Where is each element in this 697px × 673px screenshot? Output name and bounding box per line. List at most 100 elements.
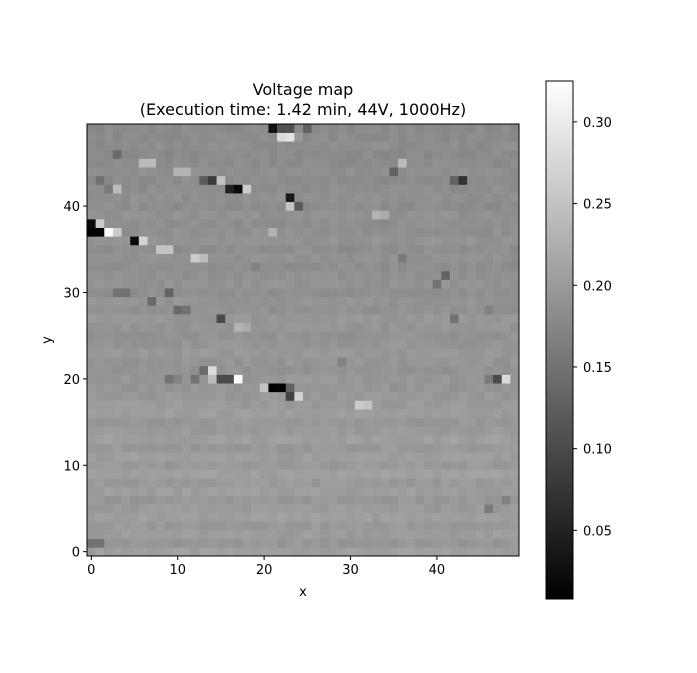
heatmap-cell: [199, 253, 209, 263]
heatmap-cell: [164, 538, 174, 548]
heatmap-cell: [242, 132, 252, 142]
heatmap-cell: [311, 210, 321, 220]
heatmap-cell: [216, 400, 226, 410]
heatmap-cell: [251, 253, 261, 263]
heatmap-cell: [285, 296, 295, 306]
heatmap-cell: [121, 184, 131, 194]
heatmap-cell: [354, 314, 364, 324]
heatmap-cell: [207, 400, 217, 410]
heatmap-cell: [156, 219, 166, 228]
heatmap-cell: [354, 193, 364, 203]
heatmap-cell: [458, 149, 468, 159]
heatmap-cell: [112, 167, 122, 177]
heatmap-cell: [164, 365, 174, 375]
heatmap-cell: [510, 296, 520, 306]
heatmap-cell: [510, 495, 520, 505]
heatmap-cell: [190, 357, 200, 367]
heatmap-cell: [190, 400, 200, 410]
heatmap-cell: [328, 383, 338, 393]
heatmap-cell: [251, 538, 261, 548]
heatmap-cell: [415, 124, 425, 133]
heatmap-cell: [259, 314, 269, 324]
heatmap-cell: [268, 314, 278, 324]
heatmap-cell: [311, 452, 321, 462]
heatmap-cell: [380, 547, 390, 557]
heatmap-cell: [277, 158, 287, 168]
heatmap-cell: [432, 270, 442, 280]
heatmap-cell: [251, 443, 261, 453]
heatmap-cell: [156, 547, 166, 557]
heatmap-cell: [216, 443, 226, 453]
heatmap-cell: [484, 409, 494, 419]
heatmap-cell: [182, 288, 191, 298]
heatmap-cell: [251, 340, 261, 349]
heatmap-cell: [380, 253, 390, 263]
heatmap-cell: [104, 435, 114, 444]
heatmap-cell: [95, 158, 105, 168]
heatmap-cell: [398, 244, 407, 254]
heatmap-cell: [346, 435, 356, 444]
heatmap-cell: [449, 124, 459, 133]
heatmap-cell: [225, 391, 235, 401]
heatmap-cell: [510, 486, 520, 496]
heatmap-cell: [147, 167, 157, 177]
heatmap-cell: [458, 288, 468, 298]
heatmap-cell: [389, 530, 399, 540]
heatmap-cell: [294, 417, 304, 427]
heatmap-cell: [207, 365, 217, 375]
heatmap-cell: [207, 331, 217, 341]
heatmap-cell: [320, 538, 330, 548]
heatmap-cell: [216, 340, 226, 349]
heatmap-cell: [294, 512, 304, 522]
heatmap-cell: [182, 452, 191, 462]
heatmap-cell: [449, 383, 459, 393]
heatmap-cell: [389, 460, 399, 470]
heatmap-cell: [398, 486, 407, 496]
heatmap-cell: [320, 219, 330, 228]
heatmap-cell: [225, 158, 235, 168]
heatmap-cell: [207, 296, 217, 306]
heatmap-cell: [328, 184, 338, 194]
heatmap-cell: [268, 193, 278, 203]
heatmap-cell: [173, 435, 183, 444]
heatmap-cell: [130, 279, 140, 289]
heatmap-cell: [207, 227, 217, 237]
heatmap-cell: [406, 141, 416, 151]
heatmap-cell: [233, 460, 243, 470]
heatmap-cell: [233, 132, 243, 142]
heatmap-cell: [501, 184, 511, 194]
heatmap-cell: [207, 167, 217, 177]
heatmap-cell: [112, 331, 122, 341]
heatmap-cell: [190, 460, 200, 470]
heatmap-cell: [372, 357, 382, 367]
heatmap-cell: [277, 521, 287, 531]
heatmap-cell: [484, 435, 494, 444]
heatmap-cell: [182, 357, 191, 367]
colorbar-axis: 0.050.100.150.200.250.30: [573, 116, 612, 539]
heatmap-cell: [458, 504, 468, 514]
heatmap-cell: [130, 322, 140, 332]
heatmap-cell: [398, 469, 407, 479]
heatmap-cell: [207, 124, 217, 133]
heatmap-cell: [423, 262, 433, 272]
heatmap-cell: [268, 460, 278, 470]
heatmap-cell: [138, 547, 148, 557]
heatmap-cell: [493, 253, 503, 263]
heatmap-cell: [328, 270, 338, 280]
heatmap-cell: [406, 296, 416, 306]
heatmap-cell: [277, 305, 287, 315]
heatmap-cell: [406, 409, 416, 419]
heatmap-cell: [380, 236, 390, 246]
heatmap-cell: [207, 193, 217, 203]
heatmap-cell: [441, 443, 451, 453]
heatmap-cell: [95, 270, 105, 280]
heatmap-cell: [277, 443, 287, 453]
heatmap-cell: [164, 210, 174, 220]
heatmap-cell: [294, 175, 304, 185]
heatmap-cell: [233, 227, 243, 237]
colorbar-tick-label: 0.25: [583, 198, 612, 213]
heatmap-cell: [130, 452, 140, 462]
heatmap-cell: [354, 288, 364, 298]
heatmap-cell: [441, 435, 451, 444]
heatmap-cell: [173, 158, 183, 168]
